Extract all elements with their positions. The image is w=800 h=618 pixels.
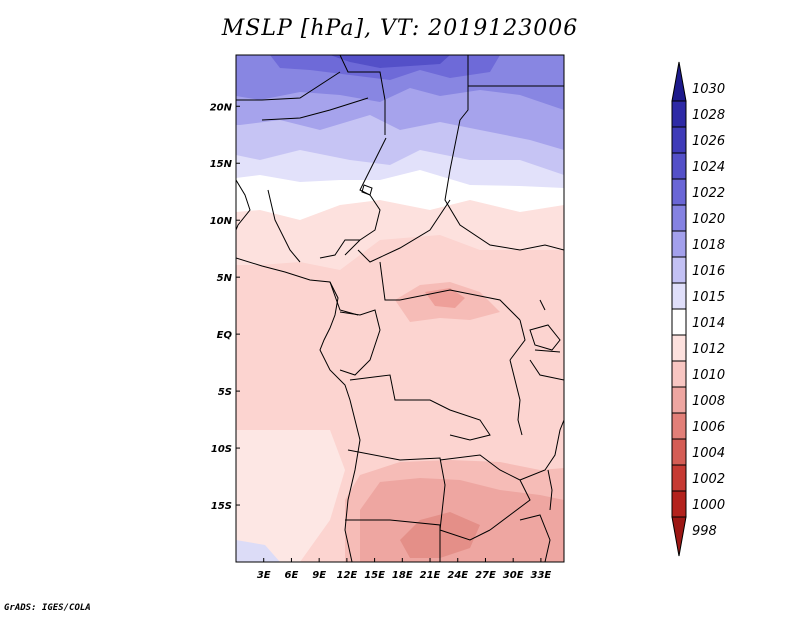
colorbar-swatch — [671, 360, 687, 388]
colorbar-label: 1006 — [692, 420, 725, 435]
page-title: MSLP [hPa], VT: 2019123006 — [221, 16, 579, 41]
colorbar-swatch — [671, 308, 687, 336]
x-tick-label: 9E — [312, 570, 326, 581]
x-tick-label: 18E — [392, 570, 413, 581]
y-tick-label: 5N — [217, 273, 233, 284]
colorbar-swatch — [671, 126, 687, 154]
y-tick-label: EQ — [217, 330, 233, 341]
y-tick-label: 10S — [211, 444, 232, 455]
border-mali-algeria — [236, 71, 341, 101]
y-tick-label: 10N — [210, 216, 233, 227]
x-tick-label: 6E — [285, 570, 299, 581]
colorbar-label: 1016 — [692, 264, 725, 279]
colorbar-label: 1014 — [692, 316, 725, 331]
y-tick-label: 5S — [218, 387, 232, 398]
colorbar-label: 1022 — [692, 186, 725, 201]
mslp-map: 3E 6E 9E 12E 15E 18E 21E 24E 27E 30E 33E 20N 15N 10N… — [210, 54, 725, 581]
lake-tanganyika — [509, 359, 523, 436]
colorbar-swatch — [671, 256, 687, 284]
x-tick-label: 27E — [475, 570, 496, 581]
colorbar-swatch — [671, 282, 687, 310]
border-car — [357, 199, 451, 301]
colorbar-label: 1015 — [692, 290, 725, 305]
border-nigeria — [267, 189, 301, 263]
colorbar-swatch — [671, 516, 687, 557]
colorbar-swatch — [671, 412, 687, 440]
colorbar-label: 998 — [692, 524, 717, 539]
grads-credit: GrADS: IGES/COLA — [4, 603, 91, 613]
x-axis: 3E 6E 9E 12E 15E 18E 21E 24E 27E 30E 33E — [257, 558, 552, 581]
border-congo — [339, 309, 381, 376]
colorbar-swatch — [671, 438, 687, 466]
colorbar-swatch — [671, 230, 687, 258]
colorbar-swatch — [671, 334, 687, 362]
colorbar-label: 1008 — [692, 394, 725, 409]
colorbar-swatch — [671, 490, 687, 518]
colorbar-label: 1026 — [692, 134, 725, 149]
border-sudan-south — [444, 119, 564, 251]
field-1024 — [330, 55, 450, 68]
y-axis: 20N 15N 10N 5N EQ 5S 10S 15S — [210, 102, 240, 512]
colorbar: 1030 1028 1026 1024 1022 1020 1018 1016 1015 1014… — [671, 61, 725, 557]
y-tick-label: 15S — [211, 501, 232, 512]
lake-victoria — [529, 324, 561, 351]
y-tick-label: 20N — [210, 102, 233, 113]
mslp-field — [236, 55, 564, 562]
x-tick-label: 33E — [531, 570, 552, 581]
colorbar-swatch — [671, 152, 687, 180]
x-tick-label: 12E — [336, 570, 357, 581]
colorbar-label: 1000 — [692, 498, 725, 513]
colorbar-label: 1002 — [692, 472, 725, 487]
field-sw-1014 — [236, 430, 345, 562]
colorbar-label: 1018 — [692, 238, 725, 253]
lake-malawi — [547, 469, 553, 511]
colorbar-label: 1028 — [692, 108, 725, 123]
colorbar-label: 1010 — [692, 368, 725, 383]
colorbar-swatch — [671, 386, 687, 414]
field-sw-1016 — [236, 540, 280, 562]
colorbar-swatch — [671, 100, 687, 128]
lake-chad — [361, 184, 373, 196]
colorbar-swatch — [671, 61, 687, 102]
colorbar-swatch — [671, 178, 687, 206]
colorbar-swatch — [671, 204, 687, 232]
x-tick-label: 30E — [503, 570, 524, 581]
colorbar-label: 1012 — [692, 342, 725, 357]
x-tick-label: 3E — [257, 570, 271, 581]
border-libya-egypt — [459, 55, 469, 121]
colorbar-label: 1024 — [692, 160, 725, 175]
y-tick-label: 15N — [210, 159, 233, 170]
map-frame — [235, 54, 565, 563]
country-borders — [236, 55, 564, 562]
border-drc-north — [399, 289, 521, 321]
border-mozambique — [519, 419, 564, 562]
border-east — [509, 299, 564, 381]
border-algeria-libya — [339, 55, 386, 135]
colorbar-label: 1020 — [692, 212, 725, 227]
colorbar-swatch — [671, 464, 687, 492]
colorbar-label: 1004 — [692, 446, 725, 461]
x-tick-label: 21E — [420, 570, 441, 581]
colorbar-label: 1030 — [692, 82, 725, 97]
border-drc-angola — [349, 374, 491, 441]
x-tick-label: 15E — [364, 570, 385, 581]
coastline-west — [236, 179, 361, 562]
x-tick-label: 24E — [447, 570, 468, 581]
border-namibia-botswana — [345, 519, 491, 562]
border-niger-chad — [261, 97, 369, 121]
